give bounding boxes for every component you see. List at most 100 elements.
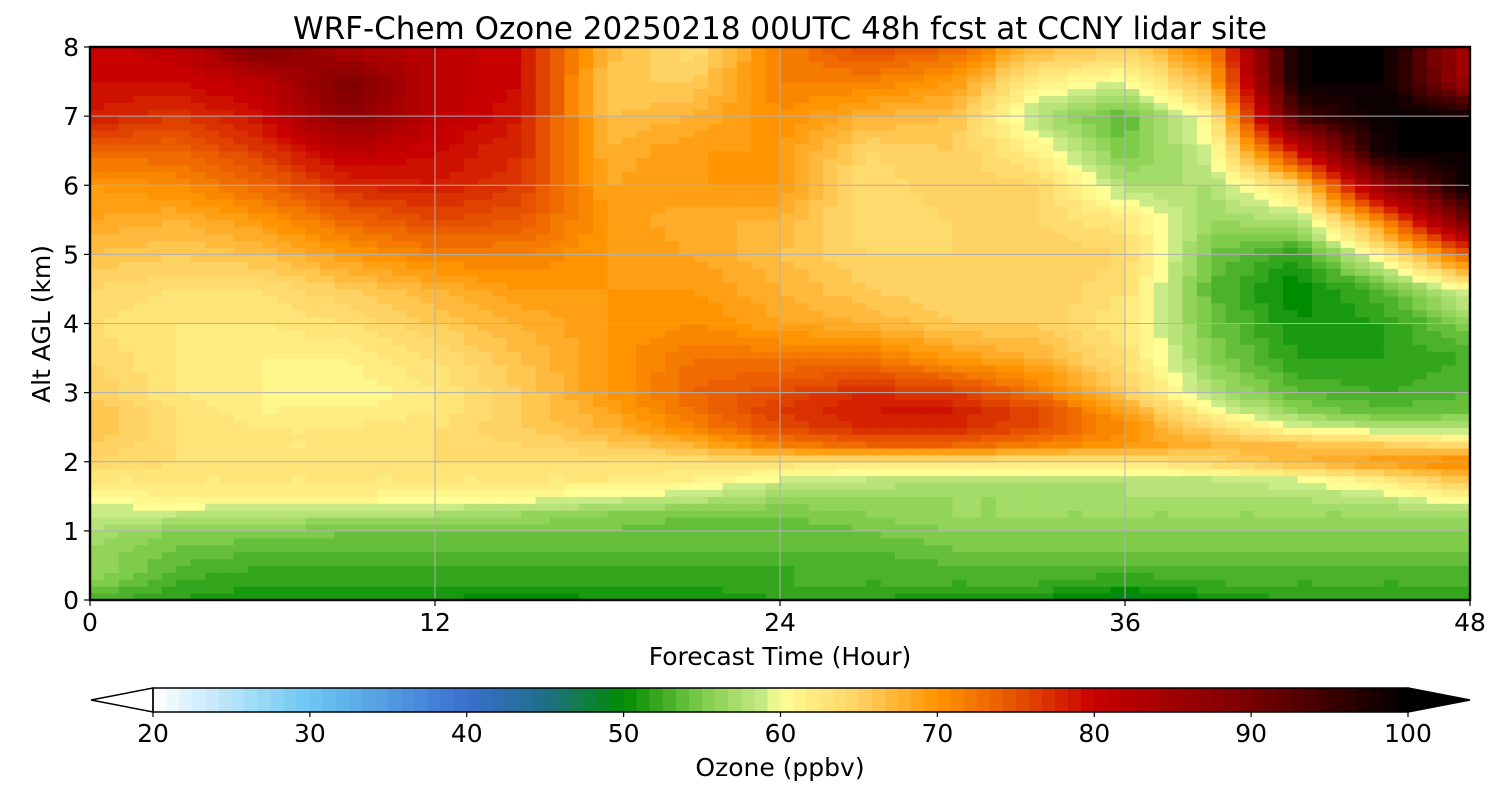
heatmap-cell	[851, 572, 867, 580]
heatmap-cell	[118, 406, 134, 414]
heatmap-cell	[276, 60, 292, 69]
heatmap-cell	[880, 316, 896, 325]
heatmap-cell	[808, 358, 824, 366]
heatmap-cell	[808, 323, 824, 332]
heatmap-cell	[521, 205, 537, 214]
heatmap-cell	[406, 496, 422, 504]
heatmap-cell	[736, 441, 752, 449]
heatmap-cell	[377, 309, 393, 318]
heatmap-cell	[751, 420, 767, 428]
heatmap-cell	[823, 371, 839, 380]
heatmap-cell	[636, 67, 652, 76]
heatmap-cell	[880, 116, 896, 124]
heatmap-cell	[736, 406, 752, 414]
heatmap-cell	[952, 503, 968, 511]
heatmap-cell	[348, 523, 364, 532]
heatmap-cell	[823, 205, 839, 214]
heatmap-cell	[90, 565, 105, 573]
heatmap-cell	[751, 551, 767, 560]
heatmap-cell	[866, 551, 882, 560]
heatmap-cell	[650, 88, 666, 96]
heatmap-cell	[981, 482, 997, 490]
heatmap-cell	[851, 441, 867, 449]
heatmap-cell	[363, 309, 379, 318]
heatmap-cell	[909, 74, 925, 83]
heatmap-cell	[406, 316, 422, 325]
heatmap-cell	[219, 523, 235, 532]
heatmap-cell	[794, 544, 810, 553]
heatmap-cell	[320, 164, 335, 173]
heatmap-cell	[262, 358, 278, 366]
heatmap-cell	[880, 441, 896, 449]
heatmap-cell	[593, 109, 609, 117]
heatmap-cell	[90, 482, 105, 490]
heatmap-cell	[593, 351, 609, 359]
heatmap-cell	[780, 378, 795, 387]
heatmap-cell	[909, 302, 925, 311]
heatmap-cell	[248, 316, 264, 325]
heatmap-cell	[665, 116, 680, 124]
heatmap-cell	[578, 482, 594, 490]
heatmap-cell	[291, 399, 307, 408]
heatmap-cell	[291, 413, 307, 421]
heatmap-cell	[808, 129, 824, 138]
heatmap-cell	[535, 67, 551, 76]
heatmap-cell	[161, 247, 177, 255]
heatmap-cell	[320, 344, 335, 352]
heatmap-cell	[463, 185, 479, 193]
heatmap-cell	[90, 496, 105, 504]
heatmap-cell	[751, 109, 767, 117]
heatmap-cell	[765, 427, 781, 435]
heatmap-cell	[593, 510, 609, 518]
heatmap-cell	[808, 150, 824, 159]
heatmap-cell	[133, 192, 149, 200]
heatmap-cell	[535, 247, 551, 255]
heatmap-cell	[564, 60, 580, 69]
heatmap-cell	[391, 441, 407, 449]
heatmap-cell	[521, 275, 537, 283]
heatmap-cell	[823, 593, 839, 601]
heatmap-cell	[866, 60, 882, 69]
heatmap-cell	[161, 447, 177, 456]
heatmap-cell	[679, 199, 695, 207]
heatmap-cell	[593, 247, 609, 255]
heatmap-cell	[320, 565, 335, 573]
heatmap-cell	[895, 385, 910, 394]
heatmap-cell	[636, 247, 652, 255]
heatmap-cell	[262, 351, 278, 359]
heatmap-cell	[190, 282, 206, 290]
heatmap-cell	[205, 586, 220, 594]
heatmap-cell	[478, 212, 494, 221]
heatmap-cell	[780, 150, 795, 159]
heatmap-cell	[564, 212, 580, 221]
heatmap-cell	[147, 441, 163, 449]
heatmap-cell	[521, 517, 537, 525]
heatmap-cell	[147, 254, 163, 262]
heatmap-cell	[176, 523, 192, 532]
heatmap-cell	[650, 102, 666, 110]
heatmap-cell	[693, 358, 709, 366]
heatmap-cell	[420, 537, 436, 546]
heatmap-cell	[248, 572, 264, 580]
heatmap-cell	[190, 309, 206, 318]
heatmap-cell	[952, 123, 968, 131]
heatmap-cell	[320, 212, 335, 221]
heatmap-cell	[966, 392, 982, 401]
heatmap-cell	[593, 233, 609, 242]
heatmap-cell	[161, 551, 177, 560]
heatmap-cell	[478, 537, 494, 546]
heatmap-cell	[679, 420, 695, 428]
heatmap-cell	[765, 523, 781, 532]
heatmap-cell	[564, 192, 580, 200]
heatmap-cell	[492, 268, 508, 276]
heatmap-cell	[161, 503, 177, 511]
heatmap-cell	[248, 351, 264, 359]
heatmap-cell	[550, 551, 565, 560]
heatmap-cell	[435, 572, 450, 580]
heatmap-cell	[219, 164, 235, 173]
heatmap-cell	[636, 309, 652, 318]
heatmap-cell	[851, 454, 867, 463]
heatmap-cell	[262, 192, 278, 200]
heatmap-cell	[291, 586, 307, 594]
